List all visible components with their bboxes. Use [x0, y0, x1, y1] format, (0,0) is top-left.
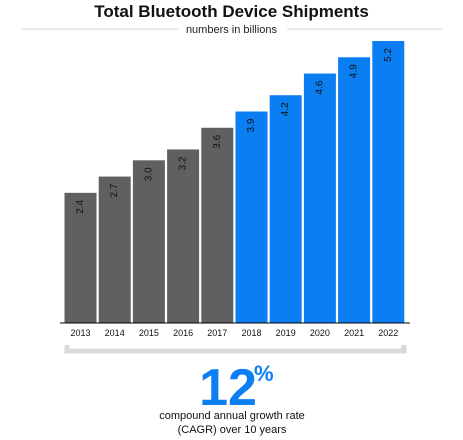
- cagr-bracket: [64, 345, 407, 354]
- chart-subtitle: numbers in billions: [186, 24, 278, 36]
- tick-label-2013: 2013: [70, 328, 90, 338]
- cagr-caption-line1: compound annual growth rate: [159, 410, 305, 422]
- tick-label-2017: 2017: [207, 328, 227, 338]
- value-label-2019: 4.2: [280, 102, 291, 116]
- bar-2020: [303, 73, 336, 324]
- value-label-2013: 2.4: [75, 199, 86, 213]
- bar-2014: [98, 176, 131, 323]
- tick-label-2015: 2015: [139, 328, 159, 338]
- bar-2019: [269, 95, 302, 323]
- value-label-2015: 3.0: [143, 167, 154, 181]
- chart-title: Total Bluetooth Device Shipments: [94, 2, 369, 21]
- value-label-2021: 4.9: [349, 64, 360, 78]
- bar-2018: [235, 111, 268, 323]
- tick-label-2020: 2020: [310, 328, 330, 338]
- cagr-caption-line2: (CAGR) over 10 years: [178, 424, 287, 436]
- tick-label-2014: 2014: [105, 328, 125, 338]
- cagr-value: 12: [199, 359, 257, 417]
- value-label-2017: 3.6: [212, 134, 223, 148]
- bars-group: 2.4 2.7 3.0 3.2 3.6 3.9 4.2 4.6 4.9 5.2: [64, 41, 405, 324]
- tick-label-2021: 2021: [344, 328, 364, 338]
- bar-2021: [338, 57, 371, 324]
- tick-label-2016: 2016: [173, 328, 193, 338]
- value-label-2020: 4.6: [314, 80, 325, 94]
- bar-2016: [167, 149, 200, 323]
- value-label-2016: 3.2: [178, 156, 189, 170]
- tick-label-2018: 2018: [241, 328, 261, 338]
- tick-label-2019: 2019: [276, 328, 296, 338]
- value-label-2014: 2.7: [109, 183, 120, 197]
- tick-label-2022: 2022: [378, 328, 398, 338]
- cagr-percent-sign: %: [254, 361, 274, 386]
- value-label-2022: 5.2: [383, 48, 394, 62]
- bar-2022: [372, 41, 405, 323]
- bar-2015: [132, 160, 165, 323]
- bar-2013: [64, 192, 97, 323]
- x-tick-labels: 2013 2014 2015 2016 2017 2018 2019 2020 2021 2022: [70, 328, 398, 338]
- value-label-2018: 3.9: [246, 118, 257, 132]
- bar-2017: [201, 127, 234, 324]
